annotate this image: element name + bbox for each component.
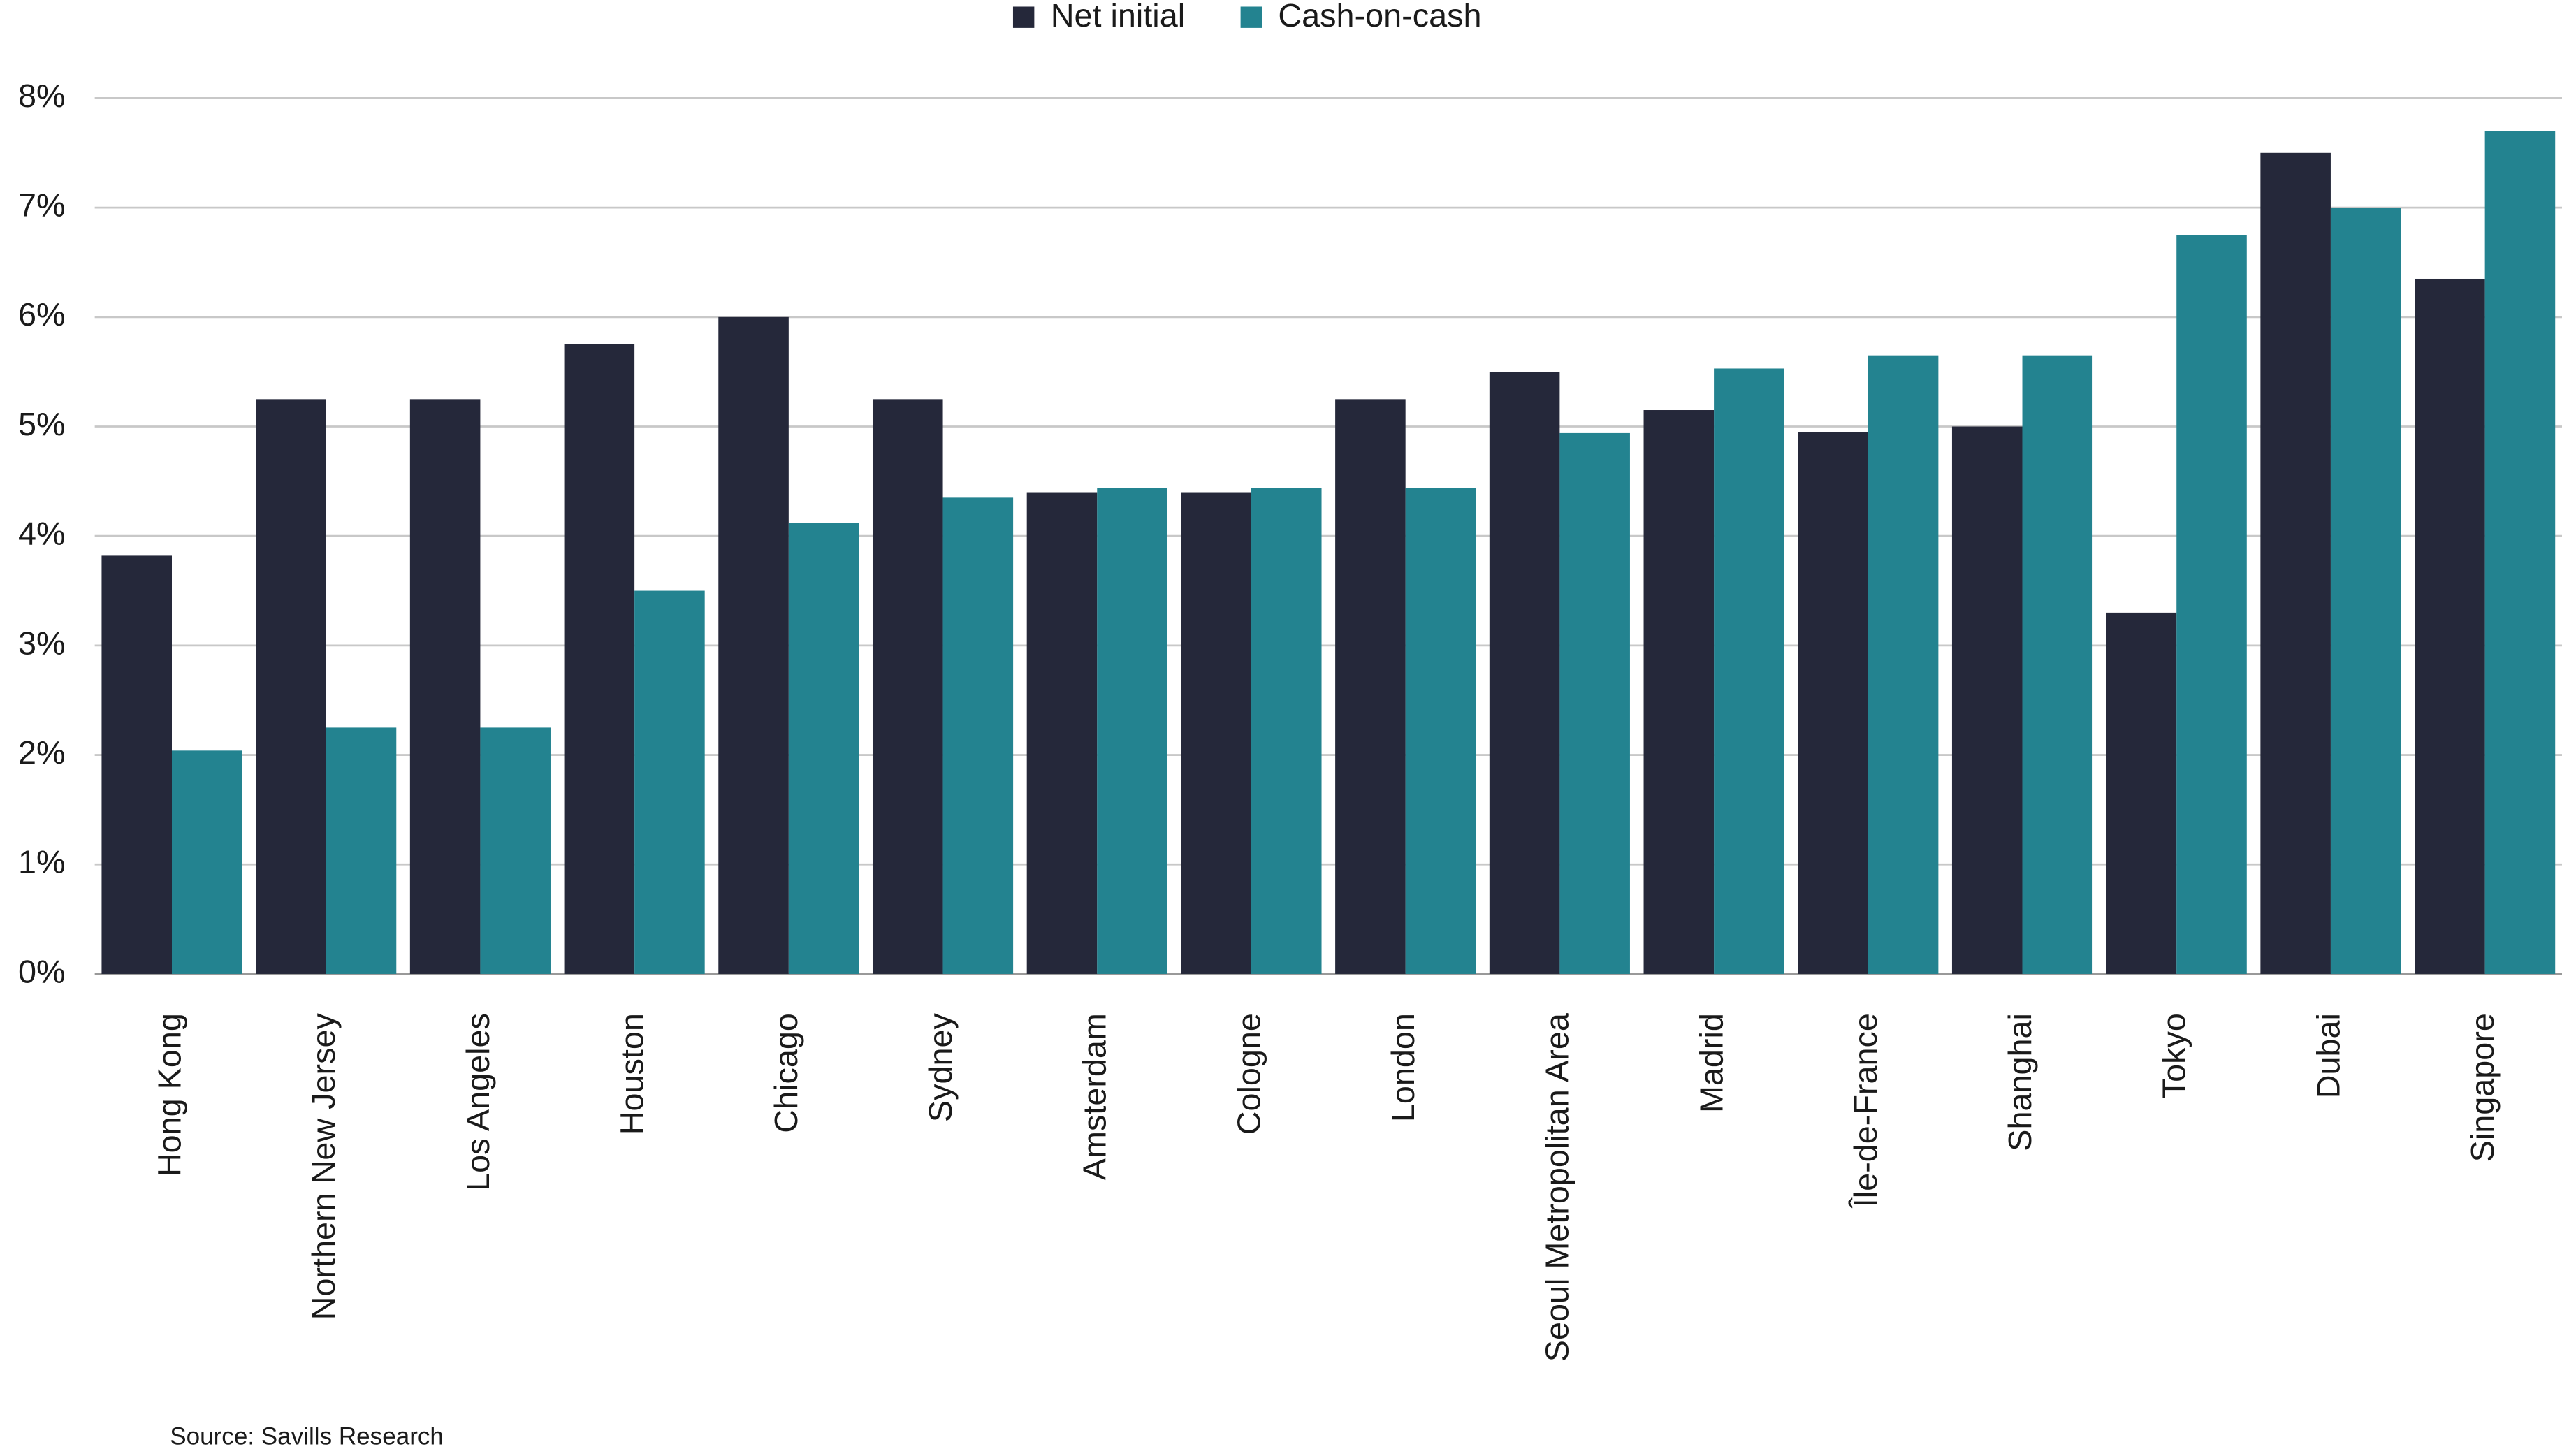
- legend-label: Net initial: [1051, 0, 1185, 34]
- legend-swatch: [1240, 6, 1262, 28]
- bar: [1951, 426, 2023, 974]
- x-tick-label: Madrid: [1693, 1013, 1729, 1113]
- x-tick-label: Hong Kong: [151, 1013, 187, 1177]
- x-tick-label: Seoul Metropolitan Area: [1539, 1012, 1575, 1362]
- legend-swatch: [1012, 6, 1035, 28]
- bar: [2260, 152, 2331, 974]
- bar: [326, 727, 397, 974]
- x-tick-label: Dubai: [2310, 1013, 2346, 1098]
- source-note: Source: Savills Research: [170, 1422, 444, 1450]
- x-tick-label: Shanghai: [2002, 1013, 2038, 1151]
- bar: [2176, 235, 2247, 974]
- y-tick-label: 4%: [18, 516, 66, 552]
- bar: [634, 590, 705, 974]
- bar: [2484, 131, 2556, 974]
- bar: [171, 750, 242, 974]
- x-tick-label: Tokyo: [2156, 1013, 2192, 1098]
- bar: [1868, 355, 1939, 974]
- bar: [1405, 488, 1476, 974]
- bar: [2330, 208, 2401, 974]
- bar: [480, 727, 551, 974]
- y-tick-label: 1%: [18, 844, 66, 880]
- bar: [1181, 492, 1251, 974]
- y-tick-label: 6%: [18, 296, 66, 333]
- bar: [1335, 399, 1406, 974]
- bar: [1489, 372, 1560, 974]
- x-tick-label: Houston: [613, 1013, 650, 1135]
- bar: [2022, 355, 2093, 974]
- x-tick-label: Île-de-France: [1847, 1013, 1884, 1209]
- bar: [101, 555, 172, 974]
- bar: [1097, 488, 1167, 974]
- bar: [1714, 368, 1784, 974]
- x-tick-label: Northern New Jersey: [305, 1012, 342, 1320]
- x-tick-label: Cologne: [1230, 1013, 1267, 1135]
- bar: [256, 399, 326, 974]
- y-tick-label: 7%: [18, 187, 66, 224]
- bar: [1643, 410, 1715, 974]
- bar: [409, 399, 481, 974]
- legend-label: Cash-on-cash: [1278, 0, 1481, 34]
- bar: [1026, 492, 1098, 974]
- bar: [718, 316, 789, 974]
- bar: [564, 344, 635, 974]
- bar: [1559, 432, 1630, 974]
- bar: [2106, 612, 2177, 974]
- bar: [942, 497, 1014, 974]
- y-tick-label: 2%: [18, 734, 66, 771]
- bar: [1798, 432, 1868, 974]
- y-tick-label: 5%: [18, 406, 66, 442]
- bar: [788, 523, 859, 974]
- y-tick-label: 3%: [18, 625, 66, 661]
- x-tick-label: Amsterdam: [1077, 1013, 1113, 1180]
- bar: [2415, 278, 2485, 974]
- x-tick-label: Chicago: [768, 1013, 804, 1133]
- x-tick-label: London: [1385, 1013, 1421, 1122]
- x-tick-label: Singapore: [2464, 1013, 2501, 1162]
- x-tick-label: Sydney: [922, 1012, 959, 1122]
- bar: [872, 399, 943, 974]
- y-tick-label: 0%: [18, 953, 66, 989]
- x-tick-label: Los Angeles: [460, 1013, 496, 1191]
- bar: [1251, 488, 1322, 974]
- y-tick-label: 8%: [18, 78, 66, 114]
